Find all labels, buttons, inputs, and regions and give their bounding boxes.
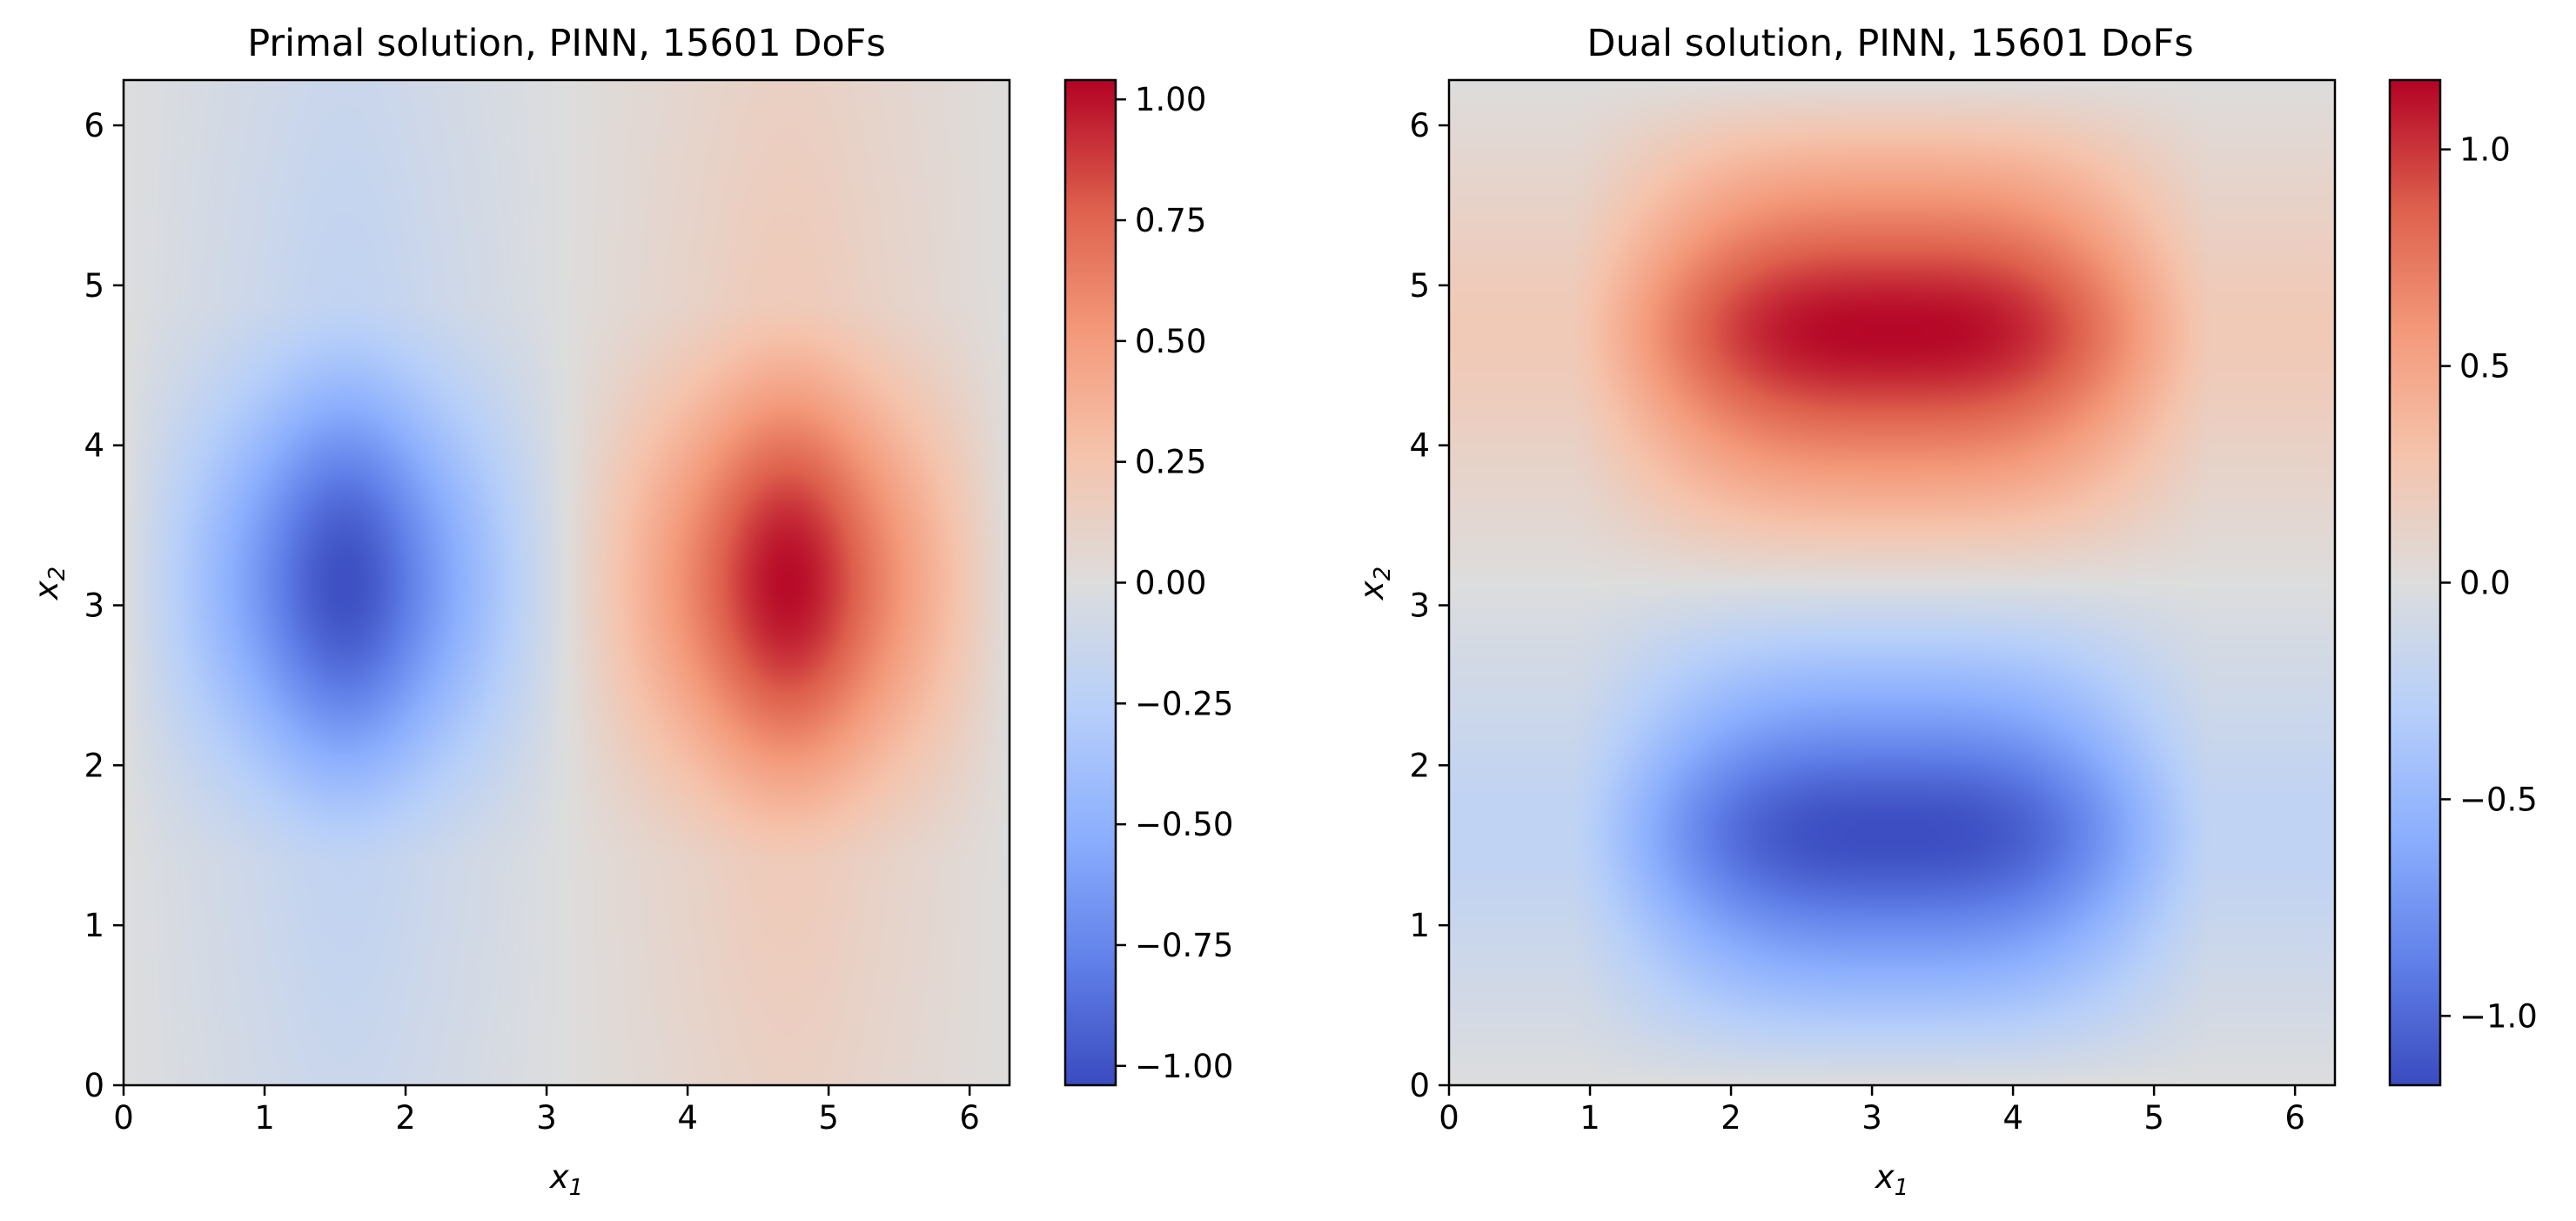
primal-colorbar-tick-label: 0.50 [1135, 323, 1206, 360]
primal-colorbar [1065, 80, 1116, 1085]
dual-plot-frame [1447, 78, 2337, 1087]
primal-x-tick-label: 5 [818, 1099, 839, 1137]
primal-y-tick-label: 4 [84, 427, 104, 465]
dual-y-tick-label: 4 [1409, 427, 1430, 465]
primal-x-tick-label: 0 [113, 1099, 134, 1137]
dual-x-axis-label-base: x [1875, 1158, 1895, 1196]
primal-x-ticks: 0 1 2 3 4 5 6 [113, 1085, 980, 1137]
primal-x-axis-label: x1 [549, 1158, 583, 1201]
dual-y-tick-label: 2 [1409, 747, 1430, 784]
primal-y-axis-label-base: x [28, 580, 65, 600]
primal-x-axis-label-sub: 1 [569, 1175, 584, 1201]
primal-x-tick-label: 2 [395, 1099, 416, 1137]
primal-colorbar-ticks: −1.00 −0.75 −0.50 −0.25 0.00 0.25 0.50 0.75 1.00 [1116, 81, 1233, 1085]
dual-y-axis-label: x2 [1353, 567, 1396, 600]
dual-x-axis-label-sub: 1 [1895, 1175, 1909, 1201]
dual-y-ticks: 0 1 2 3 4 5 6 [1409, 107, 1449, 1104]
dual-x-tick-label: 4 [2002, 1099, 2023, 1137]
primal-colorbar-tick-label: −1.00 [1135, 1048, 1233, 1085]
dual-x-tick-label: 3 [1862, 1099, 1882, 1137]
primal-x-tick-label: 1 [254, 1099, 275, 1137]
dual-colorbar-tick-label: 0.5 [2459, 348, 2511, 386]
primal-x-axis-label-base: x [549, 1158, 570, 1196]
dual-y-tick-label: 0 [1409, 1067, 1430, 1104]
primal-y-tick-label: 2 [84, 747, 104, 784]
primal-y-tick-label: 0 [84, 1067, 104, 1104]
primal-colorbar-tick-label: −0.25 [1135, 685, 1233, 722]
primal-colorbar-tick-label: 0.25 [1135, 444, 1206, 481]
primal-colorbar-tick-label: 0.00 [1135, 565, 1206, 602]
dual-y-tick-label: 1 [1409, 907, 1430, 944]
primal-plot-frame [122, 78, 1011, 1087]
primal-colorbar-tick-label: −0.50 [1135, 806, 1233, 843]
dual-title: Dual solution, PINN, 15601 DoFs [1587, 22, 2193, 65]
dual-x-axis-label: x1 [1875, 1158, 1909, 1201]
dual-y-axis-label-base: x [1353, 580, 1391, 600]
dual-colorbar [2390, 80, 2440, 1085]
dual-colorbar-tick-label: 0.0 [2459, 565, 2511, 602]
primal-y-tick-label: 3 [84, 587, 104, 625]
dual-x-tick-label: 5 [2143, 1099, 2164, 1137]
dual-x-tick-label: 1 [1580, 1099, 1600, 1137]
dual-y-tick-label: 3 [1409, 587, 1430, 625]
dual-x-tick-label: 6 [2284, 1099, 2305, 1137]
dual-colorbar-tick-label: 1.0 [2459, 131, 2511, 169]
primal-heatmap [124, 80, 1010, 1085]
dual-y-axis-label-sub: 2 [1370, 567, 1396, 581]
dual-x-tick-label: 2 [1721, 1099, 1741, 1137]
primal-x-tick-label: 4 [677, 1099, 698, 1137]
dual-y-tick-label: 5 [1409, 267, 1430, 305]
dual-colorbar-ticks: −1.0 −0.5 0.0 0.5 1.0 [2440, 131, 2538, 1035]
primal-x-tick-label: 3 [536, 1099, 557, 1137]
primal-x-tick-label: 6 [959, 1099, 980, 1137]
primal-title: Primal solution, PINN, 15601 DoFs [247, 22, 886, 65]
primal-colorbar-tick-label: 0.75 [1135, 202, 1206, 239]
primal-colorbar-tick-label: −0.75 [1135, 927, 1233, 964]
dual-colorbar-tick-label: −0.5 [2459, 781, 2538, 818]
dual-x-tick-label: 0 [1439, 1099, 1459, 1137]
primal-y-tick-label: 1 [84, 907, 104, 944]
primal-y-tick-label: 6 [84, 107, 104, 144]
primal-y-axis-label-sub: 2 [44, 567, 70, 581]
primal-y-axis-label: x2 [28, 567, 70, 600]
dual-y-tick-label: 6 [1409, 107, 1430, 144]
primal-colorbar-tick-label: 1.00 [1135, 81, 1206, 118]
dual-colorbar-tick-label: −1.0 [2459, 997, 2538, 1035]
dual-x-ticks: 0 1 2 3 4 5 6 [1439, 1085, 2305, 1137]
primal-y-tick-label: 5 [84, 267, 104, 305]
dual-heatmap [1449, 80, 2335, 1085]
primal-y-ticks: 0 1 2 3 4 5 6 [84, 107, 124, 1104]
